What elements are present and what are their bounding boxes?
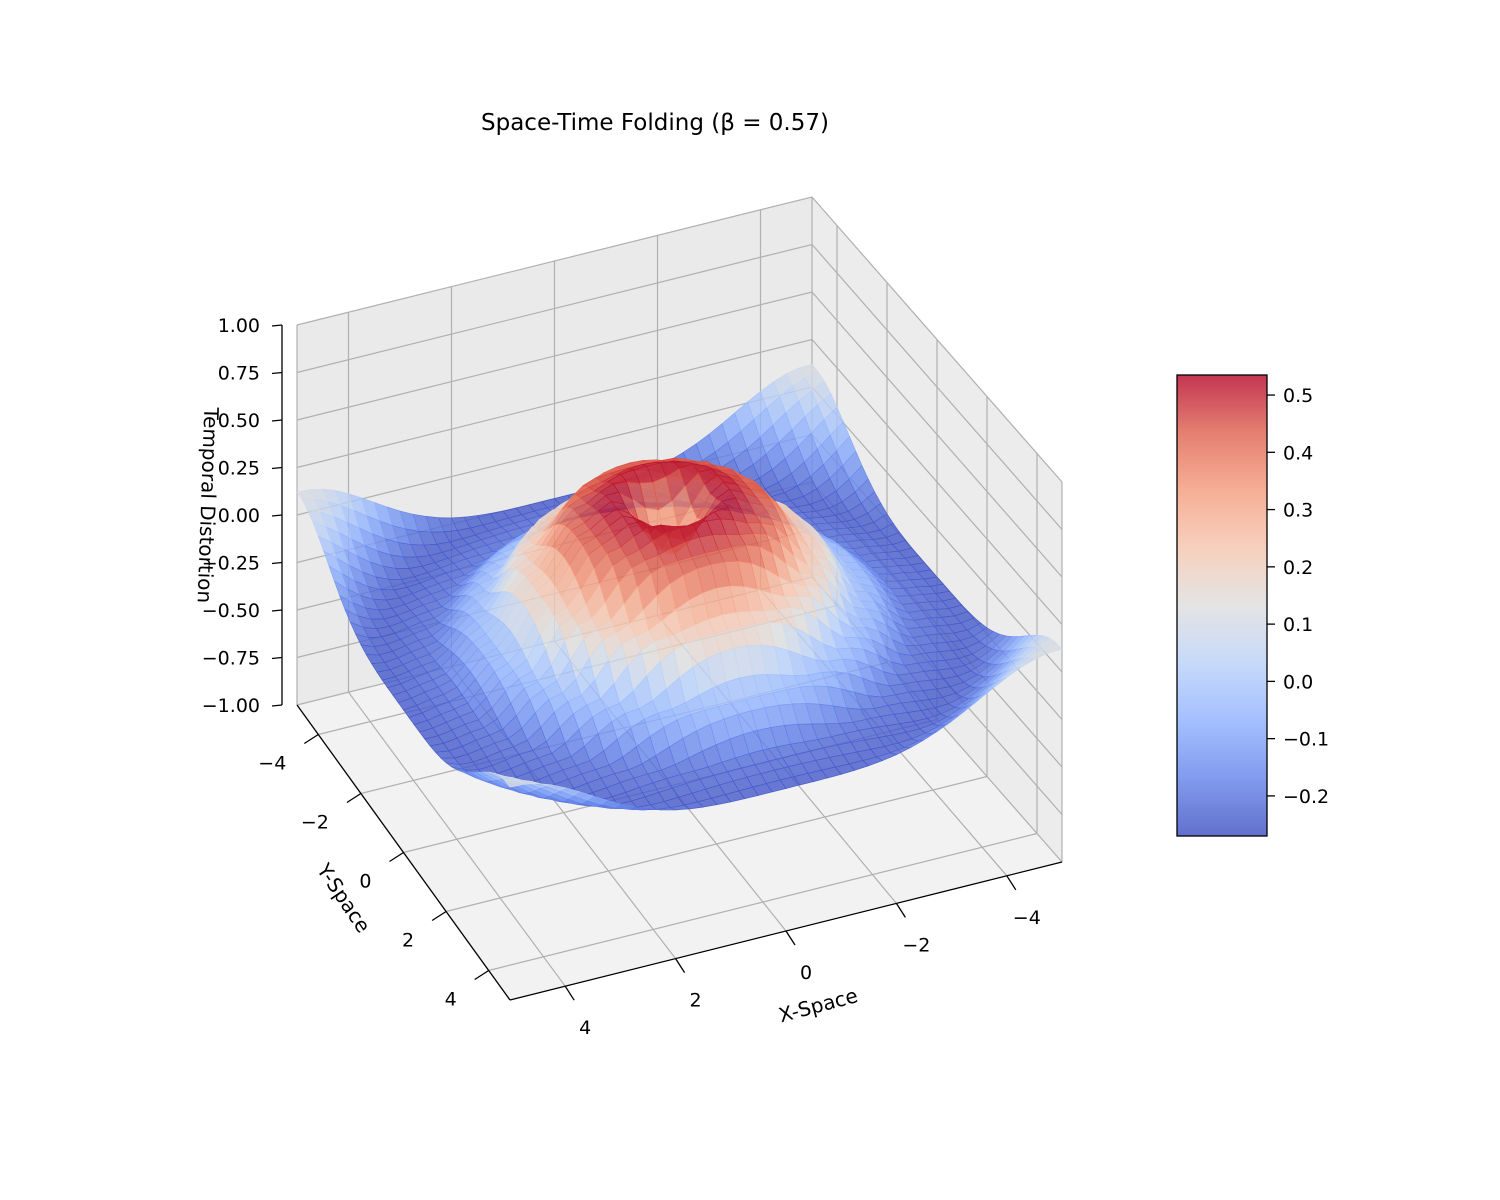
y-tick-label: 2	[402, 930, 414, 952]
colorbar-tick-label: 0.0	[1283, 671, 1313, 693]
y-tick	[431, 910, 447, 922]
y-tick-label: −2	[301, 812, 329, 834]
y-tick-label: 4	[445, 989, 457, 1011]
y-tick	[303, 733, 319, 745]
z-tick-label: 0.75	[218, 363, 260, 385]
x-tick	[1006, 875, 1017, 891]
x-axis-label: X-Space	[776, 983, 860, 1027]
z-tick-label: −1.00	[202, 695, 260, 717]
colorbar: −0.2 −0.1 0.0 0.1 0.2 0.3 0.4 0.5	[1176, 374, 1329, 837]
colorbar-tick-label: 0.3	[1283, 500, 1313, 522]
colorbar-tick-label: 0.5	[1283, 385, 1313, 407]
colorbar-tick-label: 0.1	[1283, 614, 1313, 636]
x-tick-label: −2	[902, 934, 930, 956]
z-tick-label: 0.50	[218, 410, 260, 432]
colorbar-tick-label: 0.4	[1283, 442, 1313, 464]
z-tick	[271, 514, 283, 517]
x-tick	[564, 985, 575, 1001]
x-tick-label: 2	[690, 990, 702, 1012]
y-tick	[474, 969, 490, 981]
z-tick-label: 1.00	[218, 315, 260, 337]
colorbar-tick-label: −0.1	[1283, 729, 1329, 751]
z-tick	[271, 609, 283, 612]
colorbar-gradient	[1176, 374, 1268, 837]
chart-title: Space-Time Folding (β = 0.57)	[481, 110, 829, 136]
z-tick	[271, 561, 283, 565]
y-tick-label: −4	[258, 753, 286, 775]
surface-facet	[504, 779, 525, 788]
x-tick	[675, 958, 686, 973]
x-tick	[785, 930, 796, 946]
z-tick	[271, 419, 283, 422]
z-tick	[271, 324, 283, 327]
axes: −4 −2 0 2 4 −4 −2 0 2 4 −1.00 −0.75 −0.50 −0.25 0.00 0.…	[202, 315, 1063, 1039]
colorbar-tick-label: 0.2	[1283, 557, 1313, 579]
x-tick-label: 4	[579, 1017, 591, 1039]
x-tick	[895, 903, 906, 918]
z-tick	[271, 371, 283, 375]
y-tick-label: 0	[359, 871, 371, 893]
z-tick-label: −0.75	[202, 648, 260, 670]
y-tick	[346, 792, 362, 804]
x-tick-label: 0	[800, 962, 812, 984]
z-tick	[271, 656, 283, 660]
z-tick-label: −0.25	[202, 553, 260, 575]
x-tick-label: −4	[1013, 907, 1041, 929]
z-tick	[271, 704, 283, 707]
z-tick-label: 0.00	[218, 505, 260, 527]
colorbar-tick-label: −0.2	[1283, 786, 1329, 808]
z-tick-label: −0.50	[202, 600, 260, 622]
y-tick	[389, 851, 404, 863]
z-tick	[271, 466, 283, 470]
surface-mesh	[296, 363, 1063, 811]
z-tick-label: 0.25	[218, 458, 260, 480]
